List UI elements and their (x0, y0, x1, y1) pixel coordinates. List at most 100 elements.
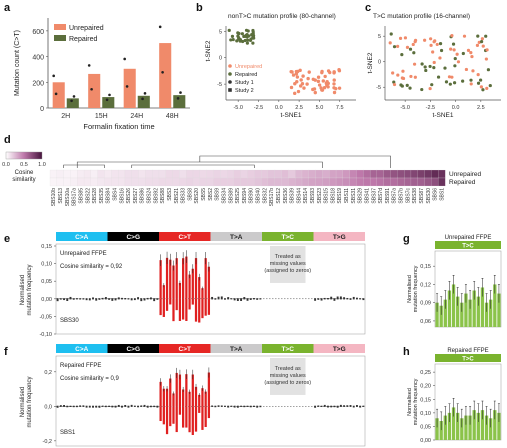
profile-bar-positive (201, 388, 204, 407)
scatter-point-repaired (400, 53, 404, 57)
chart-b-nontc-tsne-scatter: nonT>C mutation profile (80-channel) -5.0… (205, 13, 356, 119)
scatter-point-repaired (227, 28, 231, 32)
column-label: SBS14 (303, 188, 309, 204)
heatmap-cell (118, 169, 126, 179)
scatter-point-repaired (251, 28, 255, 33)
profile-bar-negative (204, 406, 207, 427)
heatmap-cell (438, 169, 446, 179)
tc-bar (493, 410, 497, 440)
panel-label-d: d (4, 134, 11, 146)
chart-h-repaired-tc-bars: Repaired FFPE T>C 0,00 0,05 0,10 0,15 0,20 0,25… (407, 348, 502, 444)
scatter-point-repaired (392, 45, 397, 49)
heatmap-cell (199, 177, 208, 187)
mutation-class-label: C>A (75, 346, 88, 353)
heatmap-cell (322, 169, 330, 179)
profile-bar-negative (198, 298, 201, 323)
profile-bar-small (114, 405, 117, 408)
y-tick-label: -5 (217, 82, 222, 88)
heatmap-cell (77, 169, 85, 179)
cosine-text: Cosine similarity = 0,92 (60, 264, 123, 270)
heatmap-cell (138, 169, 146, 179)
scatter-point-repaired (420, 87, 424, 92)
profile-bar-small (127, 405, 130, 408)
heatmap-cell (410, 177, 419, 187)
y-tick-label: 0,0 (44, 404, 52, 410)
profile-bar-small (327, 298, 329, 300)
column-label: SBS7c (405, 188, 411, 204)
column-label: SBS8 (187, 188, 193, 201)
heatmap-cell (424, 169, 432, 179)
scatter-point-unrepaired (429, 37, 433, 41)
bar-unrepaired (159, 43, 172, 109)
scatter-point-unrepaired (435, 42, 439, 47)
profile-bar-small (101, 405, 104, 407)
mutation-class-bar (262, 344, 314, 353)
profile-bar-small (220, 296, 223, 300)
profile-bar-small (359, 298, 362, 300)
tc-bar (480, 287, 485, 327)
panel-label-f: f (4, 346, 8, 358)
column-label: SBS31 (351, 188, 357, 204)
scatter-point-repaired (432, 66, 436, 70)
tc-bar (439, 421, 443, 440)
profile-bar-small (217, 405, 220, 407)
scatter-point-unrepaired (413, 38, 418, 42)
mutation-class-bar (107, 232, 159, 241)
profile-bar-positive (165, 257, 169, 299)
y-tick-label: 400 (32, 55, 44, 62)
profile-bar-small (133, 405, 136, 407)
legend-marker-unrepaired (228, 64, 232, 68)
tc-bar (472, 290, 476, 327)
heatmap-cell (145, 177, 153, 187)
scatter-point-unrepaired (298, 68, 302, 73)
scatter-point-unrepaired (464, 67, 469, 72)
profile-bar-negative (182, 406, 185, 428)
profile-bar-small (314, 405, 317, 408)
column-label: SBS20 (194, 188, 200, 204)
data-point (87, 64, 91, 67)
data-point (108, 93, 111, 97)
profile-bar-small (330, 405, 333, 408)
chart-title: T>C mutation profile (16-channel) (373, 13, 470, 20)
profile-bar-small (95, 298, 98, 301)
tc-header-bar (435, 241, 501, 249)
y-axis-label-line2: mutation frequency (413, 378, 419, 425)
legend-swatch-repaired (54, 35, 66, 41)
y-tick-label: 0,00 (41, 297, 52, 303)
heatmap-cell (240, 169, 248, 179)
profile-bar-negative (201, 298, 204, 319)
missing-values-text-3: (assigned to zeros) (264, 380, 311, 386)
profile-bar-negative (169, 298, 172, 305)
tc-bar (468, 415, 472, 440)
scatter-point-unrepaired (471, 69, 475, 73)
scatter-point-unrepaired (296, 89, 301, 94)
heatmap-cell (254, 169, 262, 179)
profile-bar-small (133, 298, 136, 301)
profile-bar-small (101, 297, 104, 300)
data-point (179, 91, 182, 94)
scatter-point-repaired (245, 41, 249, 45)
column-label: SBS93 (310, 188, 316, 204)
chart-f-repaired-ffpe-profile: C>A C>G C>T T>A T>C T>G -0,2 0,0 0,2 Normalised mu… (20, 344, 366, 447)
mutation-class-bar (210, 344, 262, 353)
profile-bar-small (233, 405, 236, 408)
profile-bar-small (220, 405, 223, 407)
heatmap-cell (131, 169, 139, 179)
heatmap-cell (213, 169, 221, 179)
y-tick-label: 0,09 (420, 301, 431, 307)
heatmap-cell (281, 177, 289, 187)
scatter-point-unrepaired (485, 86, 489, 90)
scatter-point-unrepaired (431, 50, 435, 54)
profile-bar-small (146, 297, 149, 300)
scatter-point-unrepaired (466, 48, 471, 52)
column-label: SBS3 (167, 188, 173, 201)
profile-bar-small (92, 405, 94, 408)
mutation-class-label: T>G (333, 234, 346, 241)
heatmap-cell (49, 169, 58, 179)
column-label: SBS10a (65, 188, 71, 207)
scatter-point-repaired (250, 32, 254, 37)
heatmap-cell (104, 169, 112, 179)
profile-bar-positive (185, 374, 188, 407)
profile-bar-negative (178, 298, 182, 321)
profile-bar-small (114, 298, 117, 301)
